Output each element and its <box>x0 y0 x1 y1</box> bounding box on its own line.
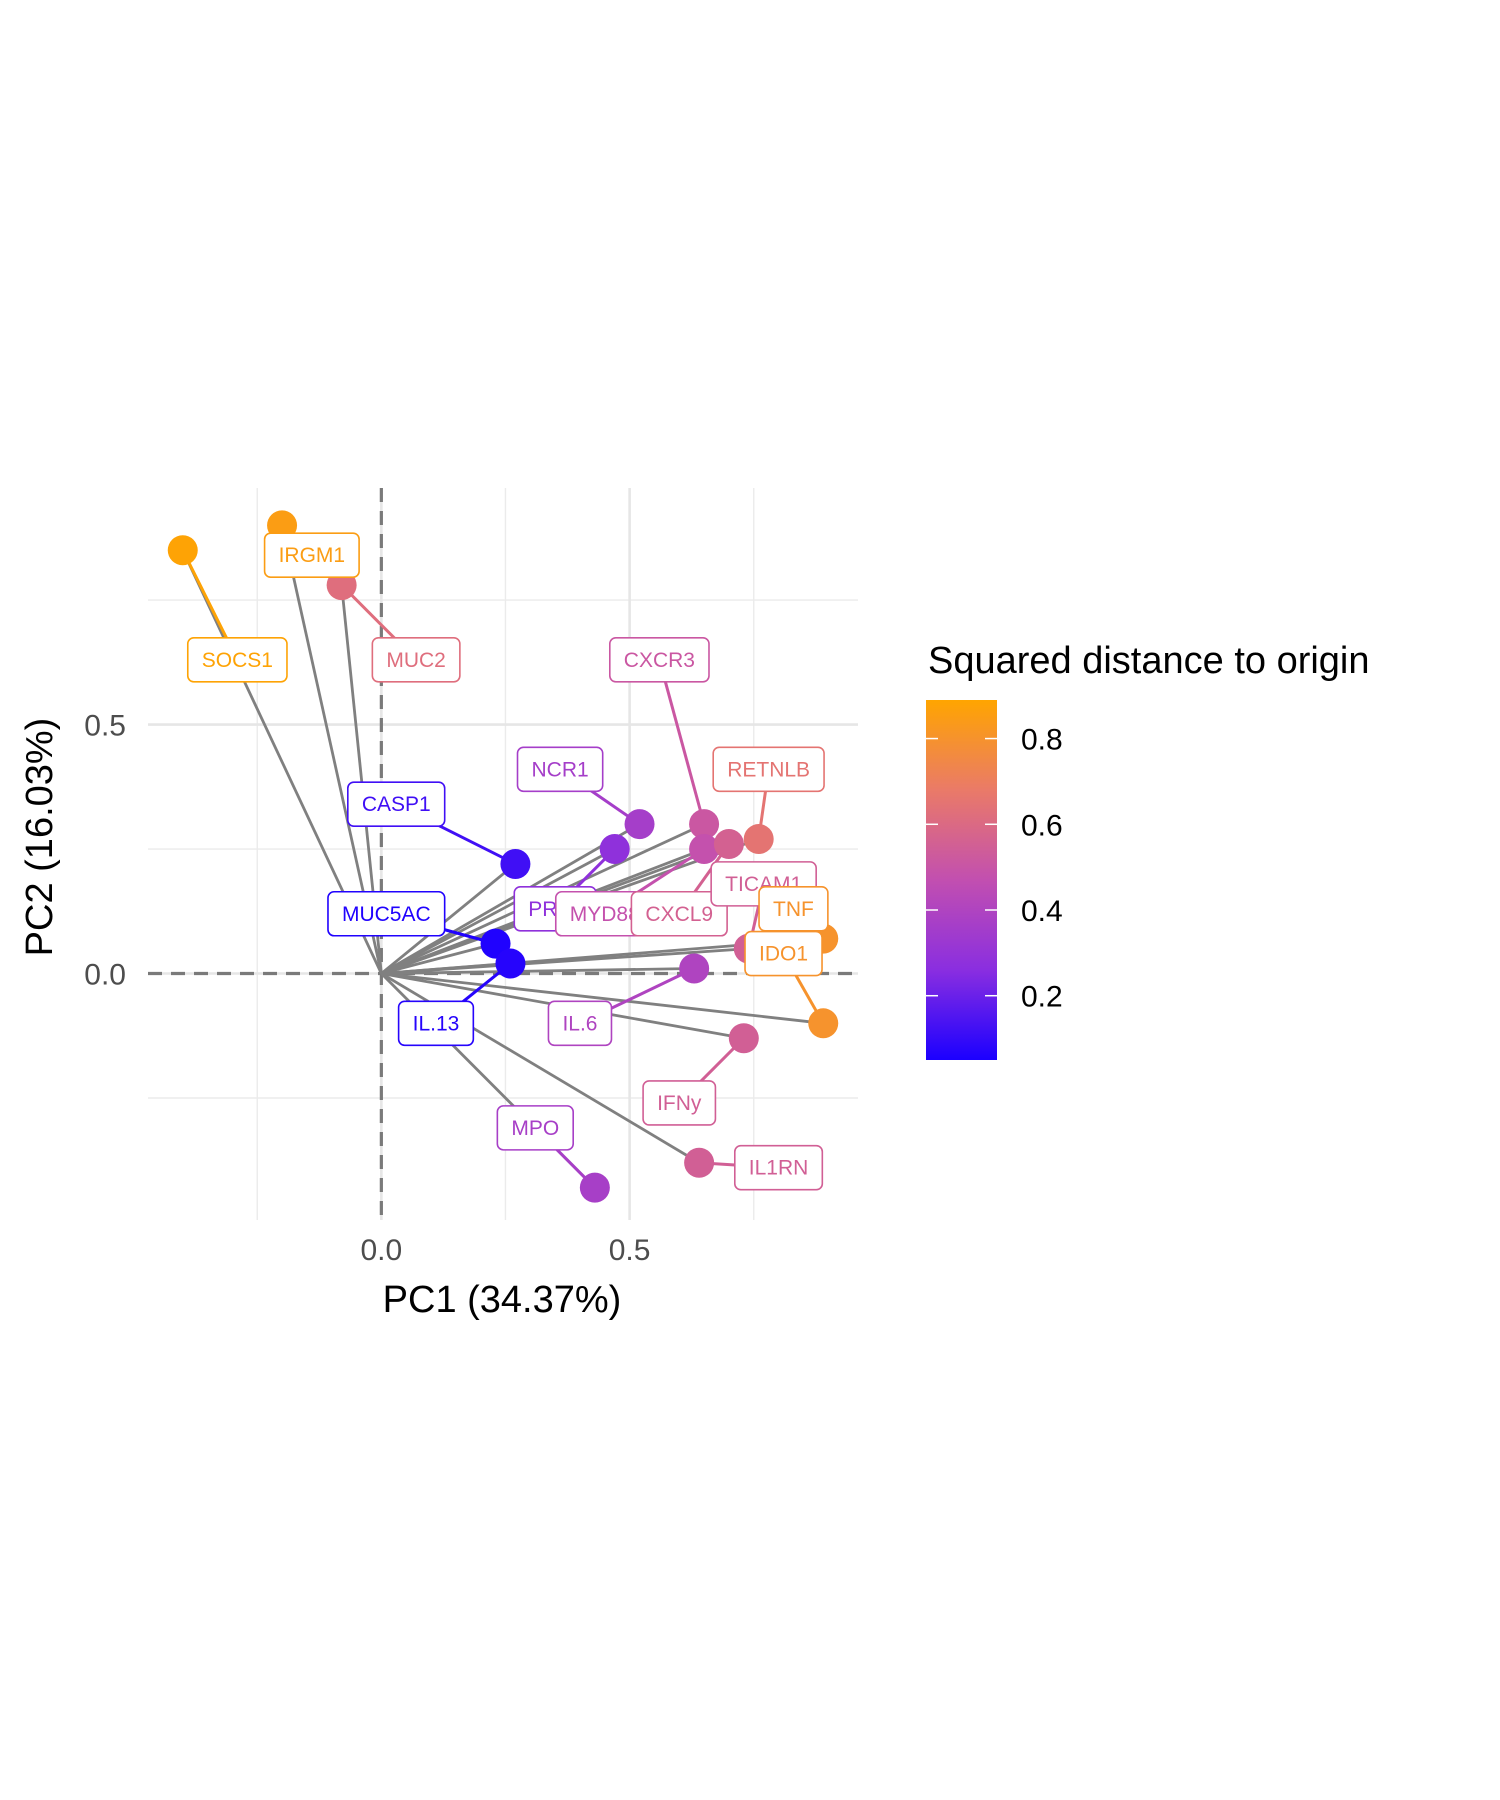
point-label-box <box>758 885 829 932</box>
point-label-text: TNF <box>773 898 814 921</box>
point-label: MPO <box>496 1105 574 1151</box>
point-label: IRGM1 <box>263 532 360 579</box>
x-tick-label: 0.0 <box>360 1234 402 1267</box>
colorbar-tick-label: 0.4 <box>1021 895 1063 928</box>
point-label: MYD88 <box>554 890 655 937</box>
point-label-text: CASP1 <box>362 793 431 816</box>
point-label-text: IL1RN <box>749 1157 809 1180</box>
data-point <box>689 834 720 865</box>
point-label-box <box>496 1105 574 1151</box>
point-label: RETNLB <box>712 746 825 793</box>
point-label: IL.6 <box>547 1000 613 1047</box>
legend: Squared distance to origin 0.2 0.4 0.6 0.8 <box>926 640 1370 1060</box>
colorbar-tick-label: 0.2 <box>1021 981 1063 1014</box>
point-label-box <box>397 1000 475 1047</box>
loading-vector <box>380 822 641 975</box>
point-label-box <box>186 636 288 683</box>
loading-vector <box>380 847 616 975</box>
point-label-text: MUC2 <box>386 649 446 672</box>
point-label-text: MYD88 <box>570 903 640 926</box>
point-label-box <box>642 1080 717 1126</box>
point-label-box <box>347 781 446 828</box>
point-label: CASP1 <box>347 781 446 828</box>
point-label-text: MPO <box>511 1117 559 1140</box>
point-label-box <box>516 746 604 793</box>
label-connector <box>657 659 706 825</box>
point-label-text: CXCR3 <box>624 649 695 672</box>
loading-vector <box>380 862 517 975</box>
loading-vector <box>381 942 496 975</box>
data-point <box>624 809 655 840</box>
data-point <box>684 1147 715 1178</box>
data-point <box>495 948 526 979</box>
y-tick-label: 0.0 <box>84 959 126 992</box>
point-label-box <box>630 890 728 937</box>
data-point <box>500 848 531 879</box>
data-point <box>743 824 774 855</box>
data-point <box>689 809 720 840</box>
data-point <box>579 1172 610 1203</box>
colorbar <box>926 700 997 1060</box>
point-label-text: IRGM1 <box>279 544 346 567</box>
point-label-text: IDO1 <box>759 943 808 966</box>
point-label-text: MUC5AC <box>342 903 431 926</box>
point-label: TNF <box>758 885 829 932</box>
y-tick-label: 0.5 <box>84 710 126 743</box>
loading-vector <box>381 967 695 975</box>
point-label: IL.13 <box>397 1000 475 1047</box>
point-label: MUC5AC <box>327 890 446 937</box>
point-label-box <box>733 1144 824 1191</box>
point-label: NCR1 <box>516 746 604 793</box>
point-label: CXCR3 <box>609 636 710 683</box>
data-point <box>713 829 744 860</box>
point-label: IDO1 <box>744 930 823 977</box>
point-label-box <box>547 1000 613 1047</box>
point-label-text: RETNLB <box>727 758 810 781</box>
point-label: CXCL9 <box>630 890 728 937</box>
point-label-text: SOCS1 <box>202 649 273 672</box>
point-label-box <box>263 532 360 579</box>
data-points <box>167 510 839 1203</box>
point-label-box <box>327 890 446 937</box>
data-point <box>728 1023 759 1054</box>
point-label: MUC2 <box>371 636 461 683</box>
point-label-box <box>712 746 825 793</box>
point-label: SOCS1 <box>186 636 288 683</box>
loading-vector <box>381 972 824 1025</box>
legend-title: Squared distance to origin <box>928 640 1370 682</box>
point-label-text: CXCL9 <box>645 903 713 926</box>
colorbar-tick-label: 0.8 <box>1021 724 1063 757</box>
point-label-text: IL.13 <box>413 1012 460 1035</box>
data-point <box>808 1008 839 1039</box>
point-label-box <box>744 930 823 977</box>
x-axis-title: PC1 (34.37%) <box>383 1279 622 1321</box>
y-axis-title: PC2 (16.03%) <box>19 718 61 957</box>
data-point <box>679 953 710 984</box>
point-label-text: IFNy <box>657 1092 702 1115</box>
point-label: IFNy <box>642 1080 717 1126</box>
data-point <box>167 535 198 566</box>
point-label-text: IL.6 <box>562 1012 597 1035</box>
colorbar-tick-label: 0.6 <box>1021 809 1063 842</box>
axes: PC1 (34.37%) PC2 (16.03%) 0.0 0.5 0.0 0.5 <box>19 710 650 1321</box>
point-labels: SOCS1IRGM1MUC2CXCR3RETNLBNCR1CASP1PRF1MY… <box>186 532 829 1191</box>
point-label-box <box>609 636 710 683</box>
point-label: IL1RN <box>733 1144 824 1191</box>
data-point <box>599 834 630 865</box>
x-tick-label: 0.5 <box>609 1234 651 1267</box>
point-label-box <box>371 636 461 683</box>
point-label-text: NCR1 <box>532 758 589 781</box>
